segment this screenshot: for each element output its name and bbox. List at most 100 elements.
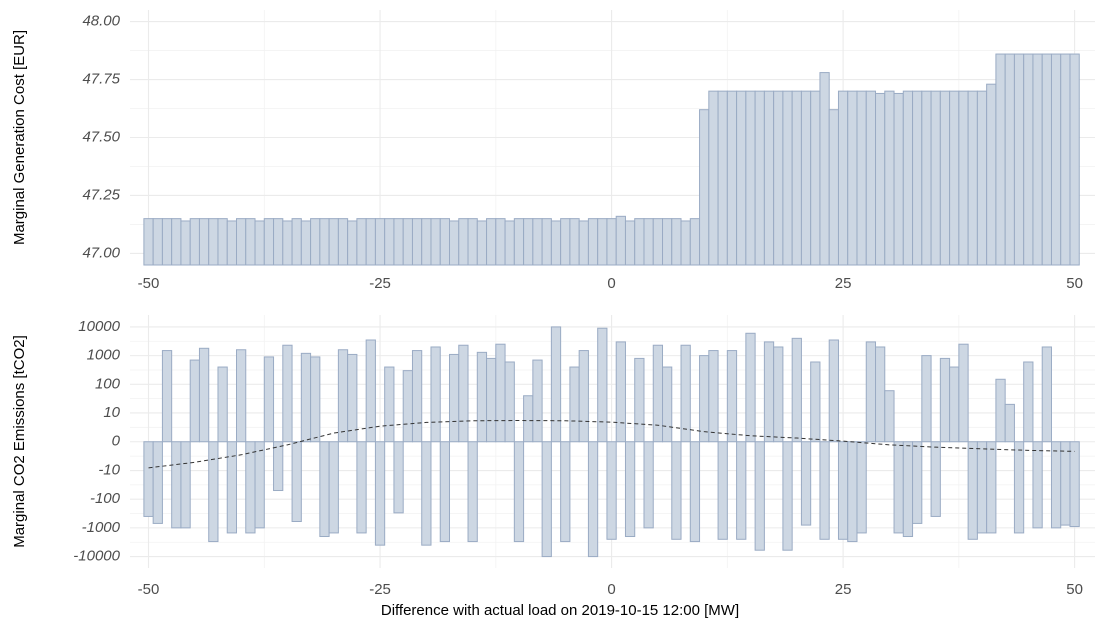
bar xyxy=(763,90,775,266)
bar xyxy=(1023,53,1034,266)
bar xyxy=(782,90,793,266)
bar xyxy=(745,332,756,443)
bar xyxy=(893,441,904,534)
x-tick-label: -50 xyxy=(138,275,160,292)
bar xyxy=(421,218,432,266)
bar xyxy=(143,441,154,517)
bar xyxy=(180,441,191,529)
bar xyxy=(374,441,386,546)
bar xyxy=(226,441,238,534)
bar xyxy=(430,218,441,266)
bar xyxy=(263,356,275,443)
bar xyxy=(504,220,515,266)
bar xyxy=(439,218,451,266)
bar xyxy=(1041,346,1052,443)
bar xyxy=(263,218,275,266)
bar xyxy=(523,218,534,266)
bar xyxy=(198,218,210,266)
bar xyxy=(226,220,238,266)
bar xyxy=(689,441,701,543)
bar xyxy=(587,441,599,558)
bar xyxy=(736,90,747,266)
bar xyxy=(273,441,284,492)
bar xyxy=(745,90,756,266)
bar xyxy=(875,346,886,443)
bar xyxy=(152,218,163,266)
bar xyxy=(810,90,821,266)
bar xyxy=(541,441,552,558)
bar xyxy=(569,366,580,443)
bar xyxy=(578,350,589,443)
bar xyxy=(421,441,432,546)
y-axis-title: Marginal CO2 Emissions [tCO2] xyxy=(11,335,28,548)
bar xyxy=(171,218,182,266)
bar xyxy=(532,359,543,443)
bar xyxy=(837,441,849,540)
bar xyxy=(300,352,312,443)
bar xyxy=(476,351,488,443)
bar xyxy=(208,441,219,543)
x-tick-label: 50 xyxy=(1066,275,1083,292)
bar xyxy=(513,441,525,543)
x-tick-label: 25 xyxy=(835,275,852,292)
bar xyxy=(236,218,247,266)
bar xyxy=(782,441,793,551)
bar xyxy=(402,218,413,266)
y-tick-label: 10000 xyxy=(78,318,120,335)
x-tick-label: -25 xyxy=(369,275,391,292)
bar xyxy=(411,350,423,443)
bar xyxy=(1013,441,1025,534)
bar xyxy=(467,441,478,543)
bar xyxy=(550,220,562,266)
bar xyxy=(800,441,812,526)
bar xyxy=(865,341,877,443)
bar xyxy=(245,218,256,266)
y-tick-label: 100 xyxy=(95,375,121,392)
bar xyxy=(411,218,423,266)
bar xyxy=(356,218,367,266)
bar xyxy=(458,218,469,266)
bar xyxy=(384,218,395,266)
bar xyxy=(828,339,839,443)
bar xyxy=(754,90,765,266)
bar xyxy=(1023,361,1034,443)
y-tick-label: 47.75 xyxy=(82,71,120,88)
bar xyxy=(708,90,719,266)
bar xyxy=(624,220,636,266)
x-tick-label: -50 xyxy=(138,581,160,598)
bar xyxy=(337,218,349,266)
bar xyxy=(504,361,515,443)
bar xyxy=(319,441,330,538)
bar xyxy=(365,339,376,443)
bar xyxy=(912,90,923,266)
bar xyxy=(449,220,460,266)
bar xyxy=(699,355,710,443)
bar xyxy=(587,218,599,266)
bar xyxy=(643,218,654,266)
bar xyxy=(161,218,173,266)
bar xyxy=(643,441,654,529)
bar xyxy=(680,220,691,266)
bar xyxy=(319,218,330,266)
bar xyxy=(1032,53,1043,266)
bar xyxy=(384,366,395,443)
bar xyxy=(791,90,802,266)
bar xyxy=(884,90,895,266)
bar xyxy=(282,220,293,266)
bar xyxy=(930,90,941,266)
bar xyxy=(189,218,200,266)
bar xyxy=(949,90,960,266)
y-tick-label: 47.50 xyxy=(82,128,120,145)
bar xyxy=(217,366,228,443)
bar xyxy=(152,441,163,524)
bar xyxy=(495,343,506,443)
bar xyxy=(374,218,386,266)
bar xyxy=(439,441,451,543)
bar xyxy=(458,344,469,443)
bar xyxy=(328,441,339,534)
bar xyxy=(328,218,339,266)
bar xyxy=(986,441,997,534)
bar xyxy=(486,357,497,443)
bar xyxy=(1004,403,1015,443)
